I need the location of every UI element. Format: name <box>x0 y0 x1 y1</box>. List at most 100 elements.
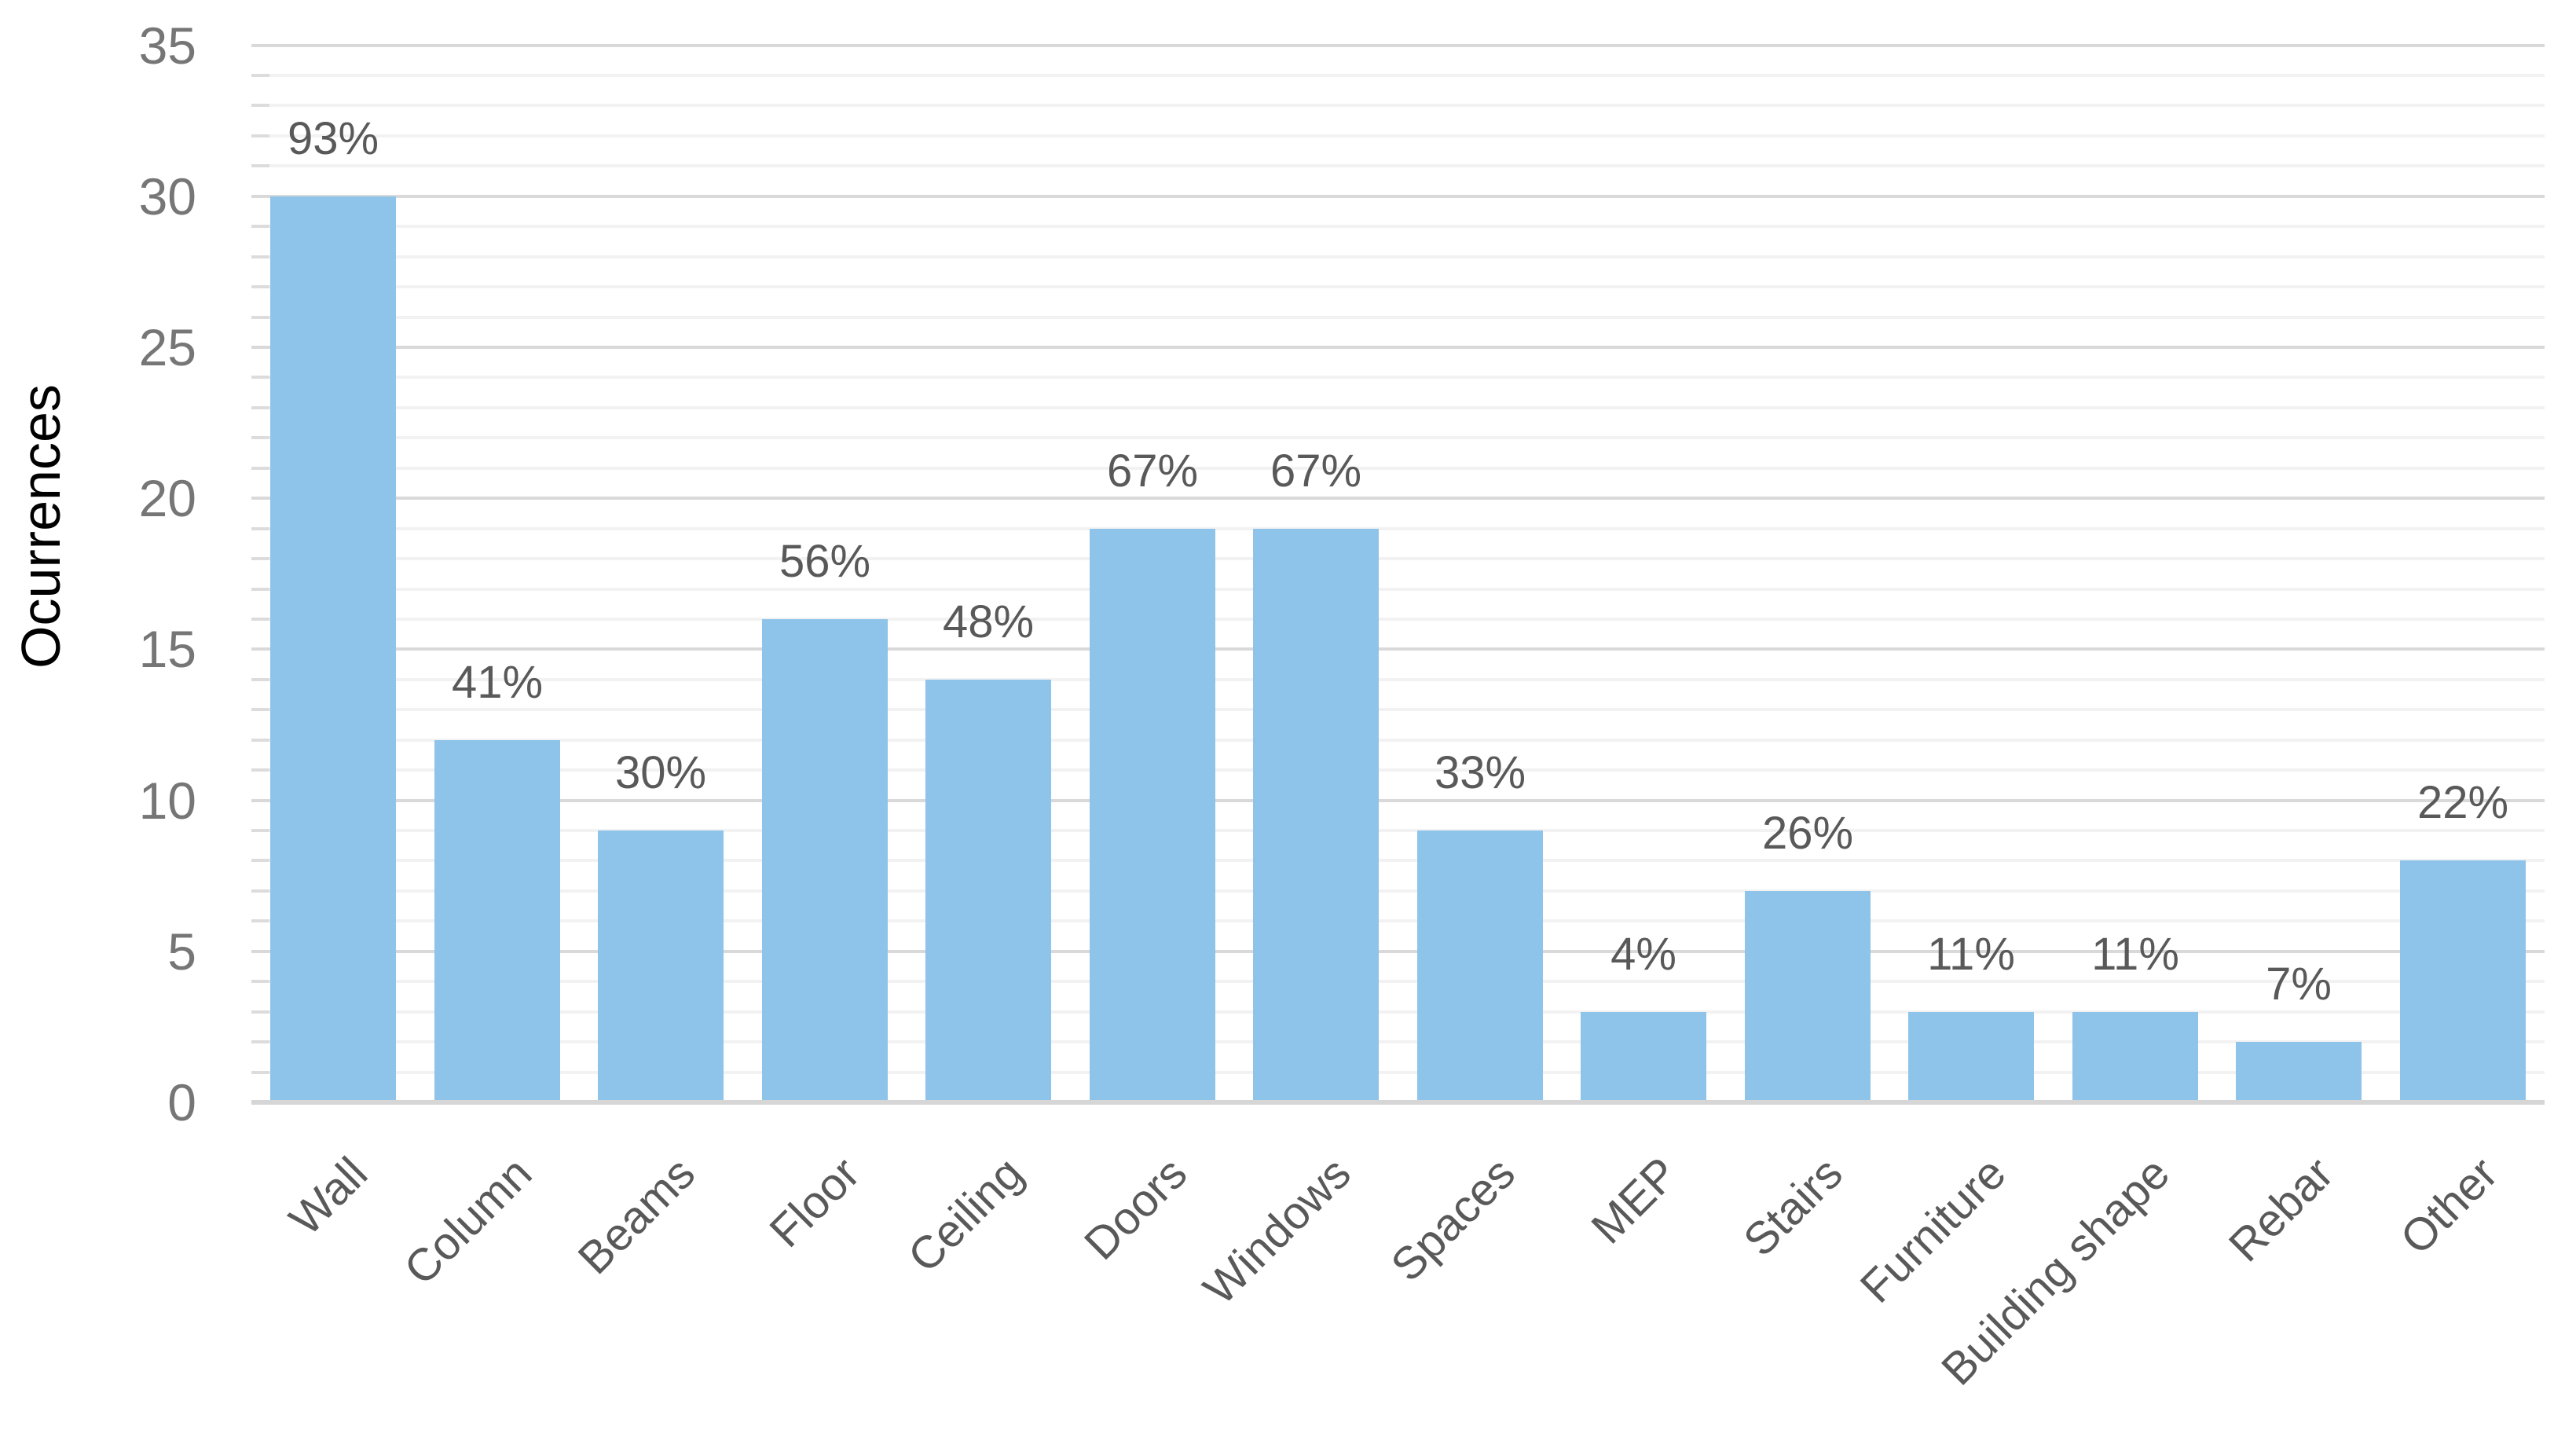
bar-value-label: 11% <box>1927 929 2015 980</box>
category-label: Floor <box>760 1147 870 1257</box>
gridline-minor <box>251 104 2545 108</box>
gridline-minor <box>251 164 2545 168</box>
bar-value-label: 33% <box>1434 747 1526 798</box>
minor-tick-mark <box>251 617 269 621</box>
minor-tick-mark <box>251 1040 269 1044</box>
bar-value-label: 11% <box>2091 929 2179 980</box>
minor-tick-mark <box>251 74 269 78</box>
minor-tick-mark <box>251 436 269 440</box>
minor-tick-mark <box>251 980 269 984</box>
bar <box>1581 1012 1706 1100</box>
category-label: Wall <box>280 1147 378 1245</box>
gridline-minor <box>251 708 2545 712</box>
minor-tick-mark <box>251 677 269 681</box>
minor-tick-mark <box>251 466 269 470</box>
category-label: Spaces <box>1380 1147 1525 1292</box>
bar-value-label: 67% <box>1106 446 1199 497</box>
minor-tick-mark <box>251 738 269 742</box>
gridline-minor <box>251 225 2545 229</box>
category-label: Stairs <box>1733 1147 1852 1267</box>
minor-tick-mark <box>251 104 269 108</box>
gridline-minor <box>251 738 2545 742</box>
gridline-major <box>251 194 2545 198</box>
minor-tick-mark <box>251 315 269 319</box>
category-label: Other <box>2391 1147 2508 1265</box>
bar <box>2072 1012 2198 1100</box>
bar-value-label: 93% <box>287 113 379 164</box>
gridline-minor <box>251 617 2545 621</box>
y-tick-label: 35 <box>138 16 196 75</box>
minor-tick-mark <box>251 557 269 561</box>
gridline-minor <box>251 285 2545 289</box>
category-label: Column <box>394 1147 542 1295</box>
gridline-major <box>251 346 2545 349</box>
bar <box>1908 1012 2034 1100</box>
gridline-minor <box>251 376 2545 380</box>
minor-tick-mark <box>251 255 269 258</box>
minor-tick-mark <box>251 587 269 591</box>
gridline-major <box>251 43 2545 47</box>
bar <box>762 619 888 1100</box>
bar <box>434 740 560 1100</box>
minor-tick-mark <box>251 526 269 530</box>
gridline-minor <box>251 74 2545 78</box>
y-tick-label: 0 <box>167 1073 196 1131</box>
minor-tick-mark <box>251 405 269 409</box>
minor-tick-mark <box>251 225 269 229</box>
y-tick-label: 25 <box>138 318 196 376</box>
bar <box>1253 529 1379 1100</box>
bar-value-label: 7% <box>2266 959 2332 1010</box>
y-tick-label: 10 <box>138 772 196 830</box>
gridline-minor <box>251 859 2545 863</box>
gridline-minor <box>251 677 2545 681</box>
category-label: Rebar <box>2219 1147 2343 1272</box>
gridline-minor <box>251 466 2545 470</box>
category-label: Doors <box>1075 1147 1197 1270</box>
gridline-minor <box>251 557 2545 561</box>
bar <box>925 680 1051 1100</box>
gridline-minor <box>251 436 2545 440</box>
minor-tick-mark <box>251 708 269 712</box>
bar-value-label: 22% <box>2417 777 2509 828</box>
bar-value-label: 41% <box>451 657 544 708</box>
bar <box>598 830 724 1100</box>
minor-tick-mark <box>251 859 269 863</box>
minor-tick-mark <box>251 1070 269 1074</box>
bar-value-label: 30% <box>614 747 707 798</box>
minor-tick-mark <box>251 919 269 923</box>
minor-tick-mark <box>251 164 269 168</box>
bar-value-label: 26% <box>1761 808 1854 859</box>
category-label: Beams <box>568 1147 705 1285</box>
category-label: Windows <box>1193 1147 1361 1314</box>
y-tick-label: 20 <box>138 469 196 527</box>
minor-tick-mark <box>251 889 269 893</box>
gridline-minor <box>251 587 2545 591</box>
minor-tick-mark <box>251 376 269 380</box>
category-label: Furniture <box>1850 1147 2016 1313</box>
gridline-major <box>251 647 2545 651</box>
minor-tick-mark <box>251 134 269 138</box>
gridline-minor <box>251 919 2545 923</box>
bar <box>2400 860 2526 1100</box>
category-label: MEP <box>1581 1147 1688 1254</box>
y-tick-label: 30 <box>138 167 196 226</box>
category-label: Ceiling <box>898 1147 1033 1282</box>
bar <box>270 196 396 1100</box>
gridline-minor <box>251 1070 2545 1074</box>
y-tick-label: 5 <box>167 922 196 981</box>
gridline-minor <box>251 405 2545 409</box>
gridline-minor <box>251 768 2545 772</box>
gridline-minor <box>251 980 2545 984</box>
gridline-minor <box>251 1010 2545 1014</box>
gridline-minor <box>251 889 2545 893</box>
gridline-minor <box>251 315 2545 319</box>
bar-value-label: 67% <box>1270 446 1362 497</box>
bar <box>1090 529 1215 1100</box>
gridline-major <box>251 798 2545 802</box>
minor-tick-mark <box>251 768 269 772</box>
gridline-minor <box>251 134 2545 138</box>
gridline-minor <box>251 255 2545 258</box>
bar <box>1417 830 1543 1100</box>
